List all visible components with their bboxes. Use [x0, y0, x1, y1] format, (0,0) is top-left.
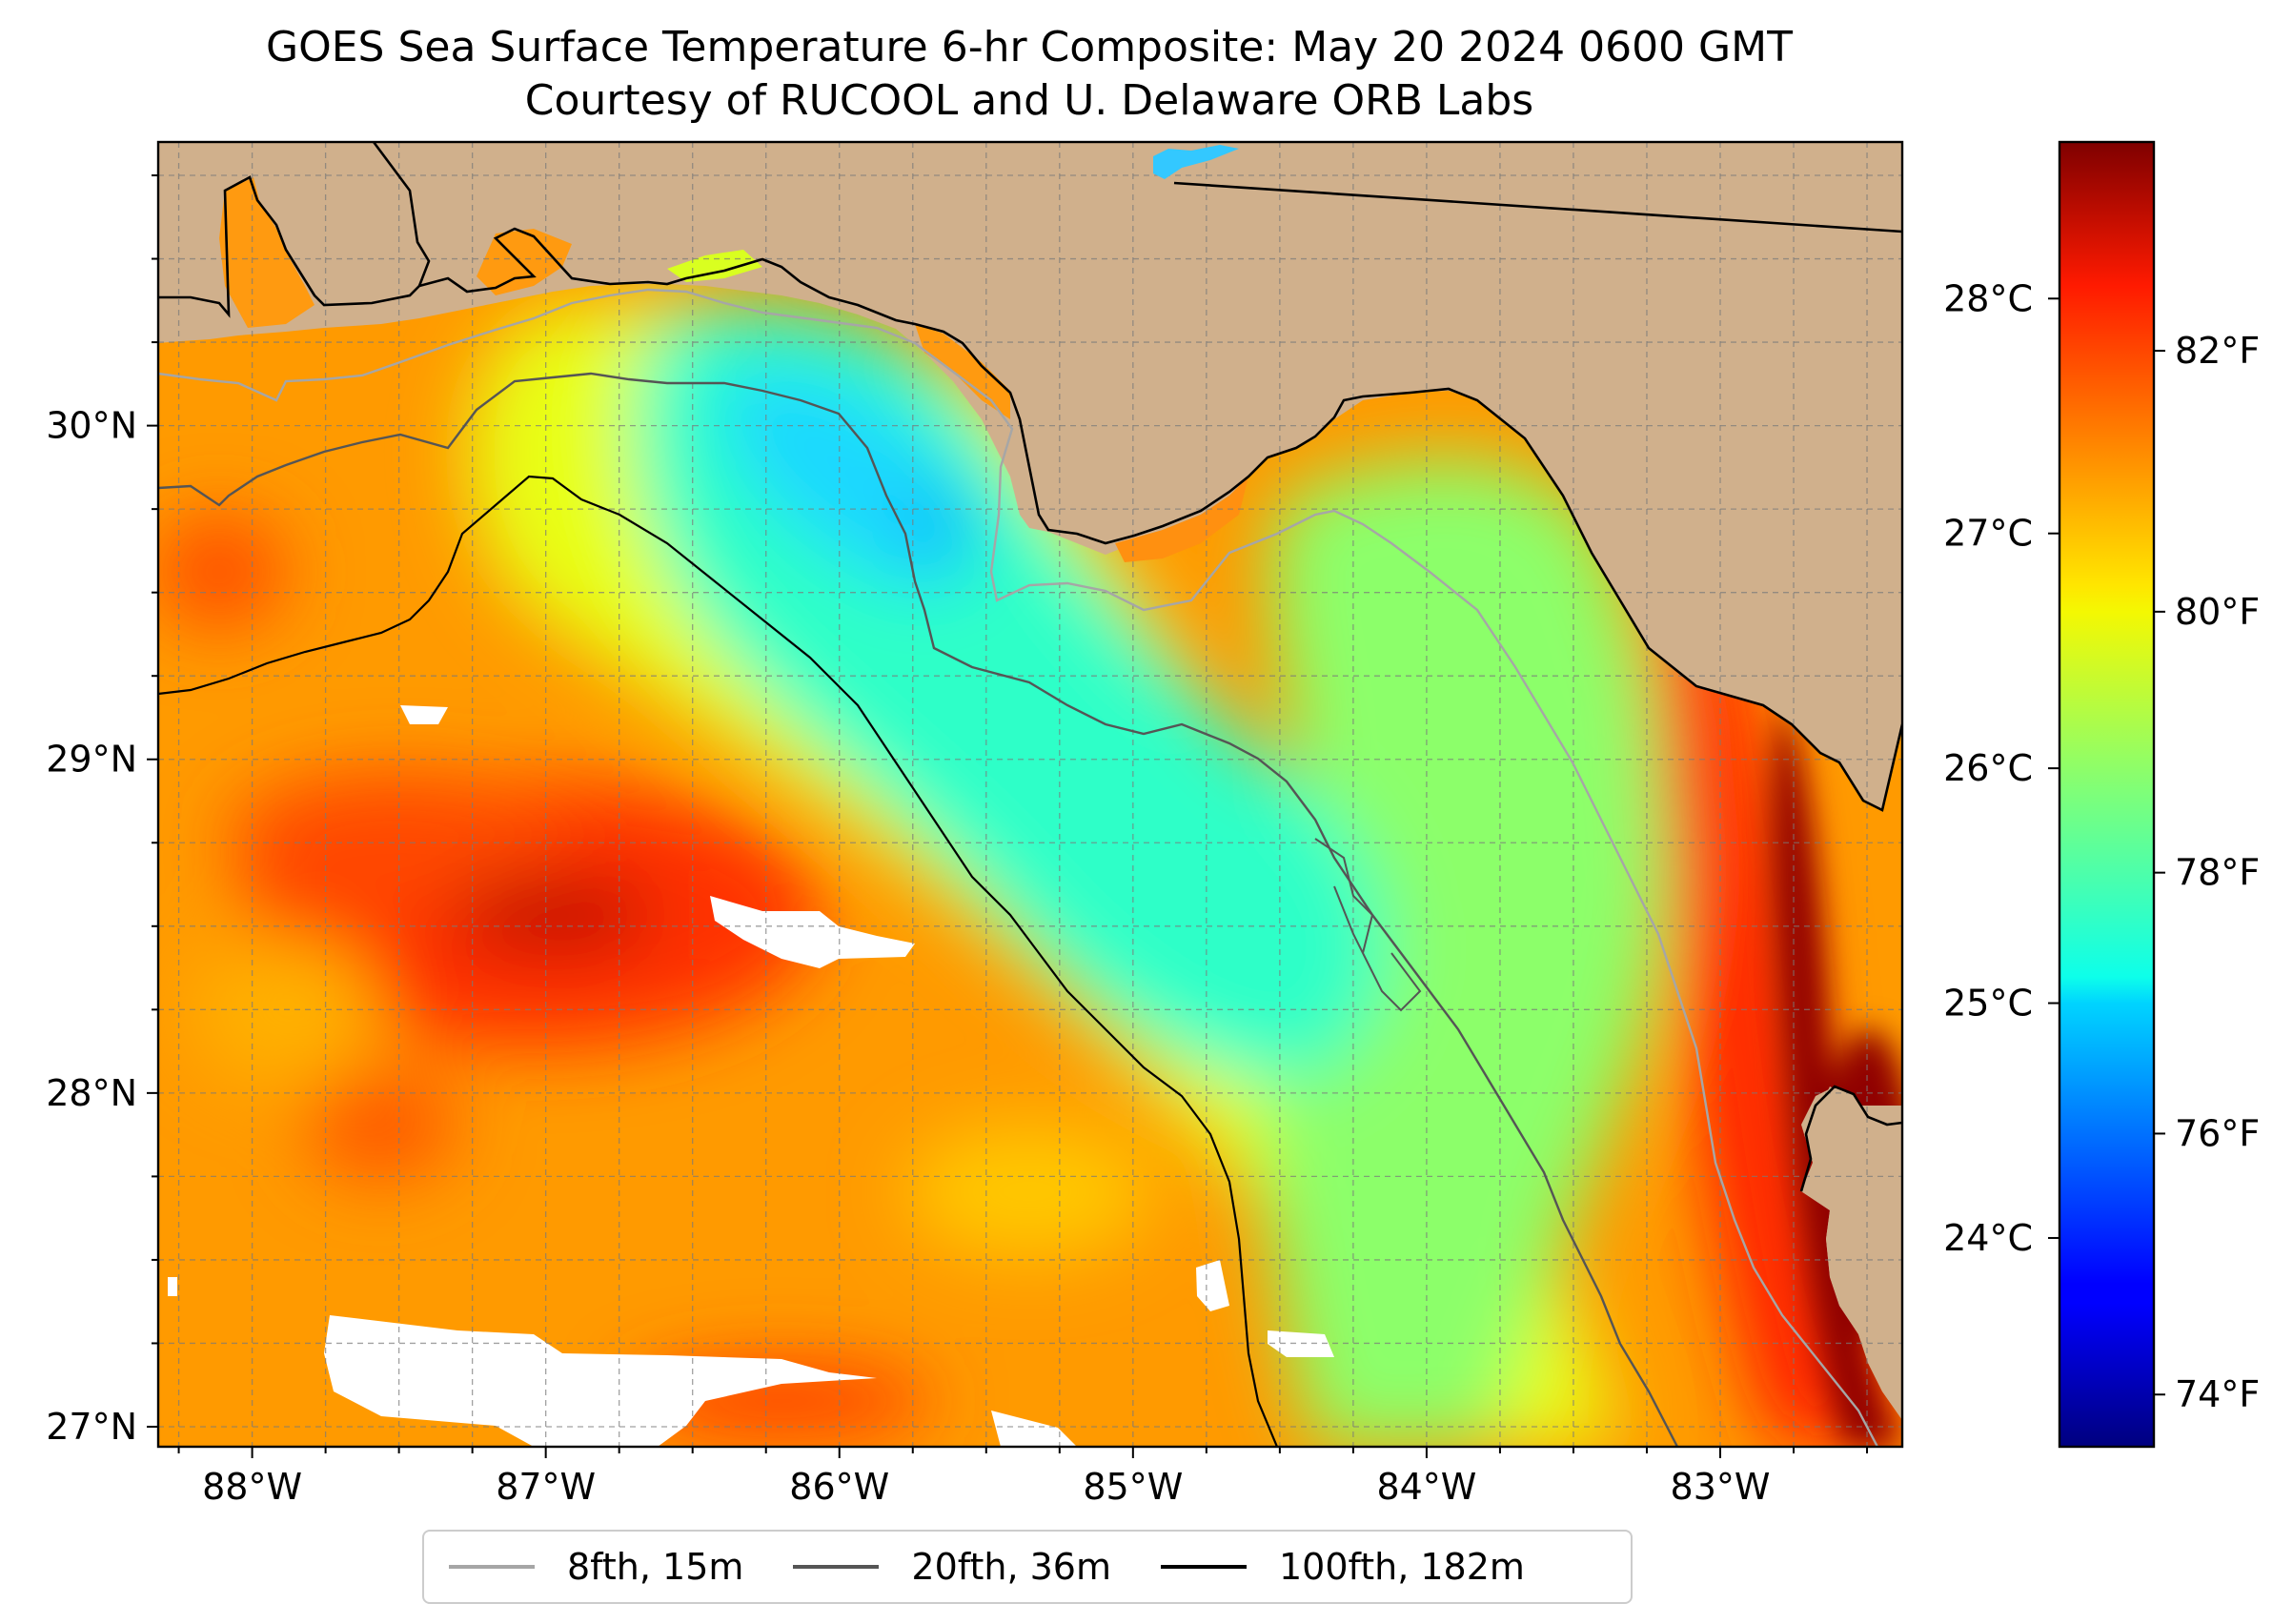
colorbar-f-label: 82°F	[2175, 330, 2260, 372]
colorbar-f-label: 80°F	[2175, 591, 2260, 633]
colorbar-c-label: 24°C	[1943, 1217, 2033, 1259]
lat-tick-label: 28°N	[46, 1072, 137, 1114]
map-title: GOES Sea Surface Temperature 6-hr Compos…	[266, 23, 1793, 71]
colorbar-c-label: 25°C	[1943, 983, 2033, 1025]
colorbar-f-label: 76°F	[2175, 1112, 2260, 1154]
no-data-patches	[168, 705, 1334, 1447]
legend-label-8fth: 8fth, 15m	[567, 1546, 744, 1588]
isobath-182m	[158, 475, 1279, 1447]
coastline	[158, 175, 1902, 812]
legend-label-20fth: 20fth, 36m	[911, 1546, 1111, 1588]
coastal-warm-water	[219, 177, 1248, 562]
legend-swatch-100fth	[1160, 1565, 1247, 1569]
colorbar-f-label: 74°F	[2175, 1373, 2260, 1415]
legend-swatch-8fth	[449, 1565, 535, 1569]
colorbar: 74°F 76°F 78°F 80°F 82°F 24°C 25°C 26°C 27°C 28°C	[1943, 140, 2260, 1449]
colorbar-c-label: 27°C	[1943, 513, 2033, 555]
map-gridlines	[158, 142, 1902, 1447]
colorbar-gradient	[2058, 140, 2156, 1449]
lon-tick-label: 85°W	[1083, 1466, 1183, 1508]
lon-tick-label: 83°W	[1671, 1466, 1771, 1508]
lat-tick-label: 27°N	[46, 1406, 137, 1448]
lon-tick-label: 84°W	[1376, 1466, 1476, 1508]
isobath-legend: 8fth, 15m 20fth, 36m 100fth, 182m	[422, 1530, 1633, 1604]
colorbar-c-label: 26°C	[1943, 747, 2033, 789]
lon-tick-label: 88°W	[202, 1466, 302, 1508]
lon-tick-label: 87°W	[496, 1466, 596, 1508]
isobath-15m	[158, 288, 1879, 1447]
lon-tick-label: 86°W	[789, 1466, 889, 1508]
coastline-south	[1799, 1085, 1902, 1192]
map-subtitle: Courtesy of RUCOOL and U. Delaware ORB L…	[524, 76, 1534, 125]
legend-label-100fth: 100fth, 182m	[1278, 1546, 1525, 1588]
inland-lake	[1153, 145, 1239, 179]
lat-tick-label: 30°N	[46, 405, 137, 447]
map-frame	[156, 140, 1904, 1449]
map-panel	[158, 142, 1902, 1447]
colorbar-c-label: 28°C	[1943, 277, 2033, 319]
legend-item-100fth: 100fth, 182m	[1160, 1546, 1525, 1588]
colorbar-ticks: 74°F 76°F 78°F 80°F 82°F 24°C 25°C 26°C 27°C 28°C	[1943, 277, 2260, 1415]
colorbar-f-label: 78°F	[2175, 852, 2260, 894]
lat-tick-label: 29°N	[46, 739, 137, 781]
isobath-36m	[158, 372, 1679, 1447]
sst-field	[158, 142, 1902, 1447]
isobath-36m-shoals	[1314, 838, 1422, 1012]
legend-swatch-20fth	[793, 1565, 880, 1569]
legend-item-8fth: 8fth, 15m	[449, 1546, 743, 1588]
legend-item-20fth: 20fth, 36m	[793, 1546, 1111, 1588]
state-border	[372, 142, 1902, 287]
map-axes: 88°W 87°W 86°W 85°W 84°W 83°W 30°N 29°N 28°N 27°N	[46, 174, 1869, 1508]
